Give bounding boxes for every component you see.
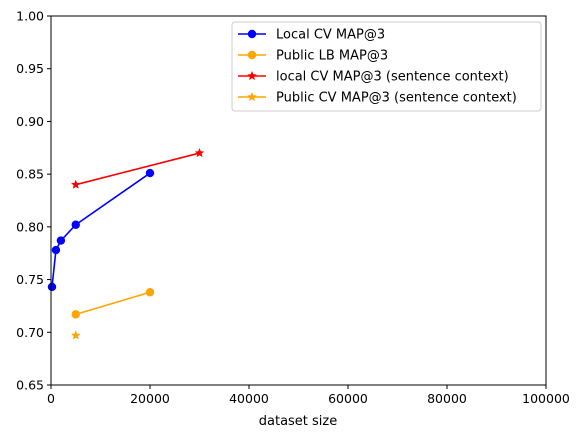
- legend-label-2: Public LB MAP@3: [276, 49, 388, 64]
- y-tick-label: 0.70: [16, 325, 44, 340]
- x-axis-label: dataset size: [259, 414, 338, 429]
- series-3-point-2: [195, 149, 204, 157]
- x-tick-label: 20000: [130, 391, 170, 406]
- legend: Local CV MAP@3 Public LB MAP@3 local CV MA…: [232, 22, 541, 111]
- series-1-line: [52, 173, 150, 287]
- plot-area: [48, 149, 204, 340]
- series-3-line: [76, 153, 200, 185]
- y-tick-label: 0.90: [16, 114, 44, 129]
- legend-label-3: local CV MAP@3 (sentence context): [276, 70, 509, 85]
- y-tick-label: 0.95: [16, 61, 44, 76]
- y-tick-label: 0.80: [16, 219, 44, 234]
- series-1-point-4: [72, 221, 80, 229]
- y-tick-label: 0.65: [16, 378, 44, 393]
- x-tick-label: 80000: [427, 391, 467, 406]
- series-3-point-1: [71, 180, 80, 188]
- series-2: [72, 288, 155, 319]
- series-4-point-1: [71, 331, 80, 339]
- series-2-point-1: [72, 310, 80, 318]
- legend-label-4: Public CV MAP@3 (sentence context): [276, 91, 517, 106]
- series-4: [71, 331, 80, 339]
- series-1-point-2: [52, 246, 60, 254]
- series-1-point-3: [57, 236, 65, 244]
- x-tick-label: 0: [47, 391, 55, 406]
- series-2-point-2: [146, 288, 154, 296]
- x-tick-label: 60000: [328, 391, 368, 406]
- x-tick-label: 100000: [522, 391, 570, 406]
- y-tick-label: 1.00: [16, 9, 44, 24]
- series-1-point-1: [48, 283, 56, 291]
- y-tick-label: 0.75: [16, 272, 44, 287]
- series-2-line: [76, 292, 150, 314]
- series-1: [48, 169, 154, 291]
- legend-marker-2: [248, 51, 256, 59]
- legend-label-1: Local CV MAP@3: [276, 28, 385, 43]
- x-tick-label: 40000: [229, 391, 269, 406]
- y-tick-label: 0.85: [16, 167, 44, 182]
- legend-marker-1: [248, 30, 256, 38]
- series-1-point-5: [146, 169, 154, 177]
